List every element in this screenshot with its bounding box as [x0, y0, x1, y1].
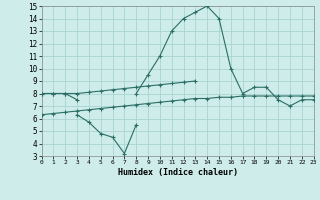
X-axis label: Humidex (Indice chaleur): Humidex (Indice chaleur): [118, 168, 237, 177]
